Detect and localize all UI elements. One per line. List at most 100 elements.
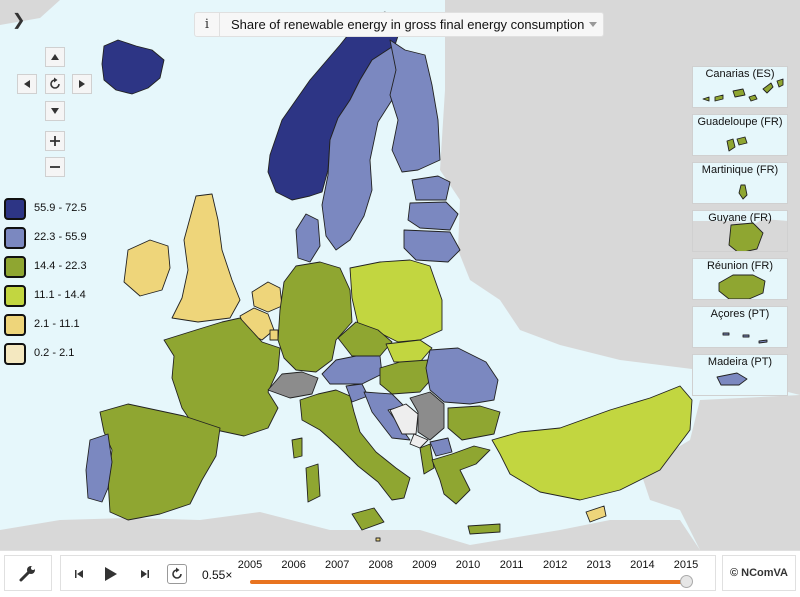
region-malta[interactable]	[375, 537, 381, 542]
pan-down-button[interactable]	[45, 101, 65, 121]
inset-guadeloupe[interactable]: Guadeloupe (FR)	[692, 114, 788, 156]
region-germany[interactable]	[277, 261, 353, 373]
legend-swatch[interactable]	[4, 314, 26, 336]
inset-martinique[interactable]: Martinique (FR)	[692, 162, 788, 204]
region-denmark[interactable]	[295, 213, 321, 263]
year-label[interactable]: 2009	[412, 559, 437, 571]
middle-east-region	[640, 395, 800, 550]
reset-icon	[50, 77, 60, 89]
pan-up-button[interactable]	[45, 47, 65, 67]
region-hungary[interactable]	[379, 359, 437, 395]
legend-item[interactable]: 0.2 - 2.1	[4, 343, 124, 367]
region-united-kingdom[interactable]	[171, 193, 241, 323]
legend-item[interactable]: 22.3 - 55.9	[4, 227, 124, 251]
region-slovakia[interactable]	[385, 339, 433, 363]
year-label[interactable]: 2007	[324, 559, 350, 571]
inset-canarias[interactable]: Canarias (ES)	[692, 66, 788, 108]
year-label[interactable]: 2005	[237, 559, 263, 571]
region-north-macedonia[interactable]	[429, 437, 453, 457]
region-france[interactable]	[163, 317, 281, 437]
inset-madeira[interactable]: Madeira (PT)	[692, 354, 788, 396]
region-albania[interactable]	[419, 443, 435, 475]
region-crete[interactable]	[467, 523, 501, 535]
year-label[interactable]: 2013	[586, 559, 612, 571]
region-serbia[interactable]	[409, 391, 445, 441]
year-label[interactable]: 2015	[673, 559, 699, 571]
region-ireland[interactable]	[123, 239, 171, 297]
indicator-selector[interactable]: i Share of renewable energy in gross fin…	[194, 12, 604, 37]
region-switzerland[interactable]	[267, 371, 319, 399]
inset-acores[interactable]: Açores (PT)	[692, 306, 788, 348]
region-sicily[interactable]	[351, 507, 385, 531]
region-romania[interactable]	[425, 347, 499, 405]
legend-swatch[interactable]	[4, 227, 26, 249]
zoom-in-button[interactable]	[45, 131, 65, 151]
legend-swatch[interactable]	[4, 285, 26, 307]
year-label[interactable]: 2011	[499, 559, 524, 571]
region-greece[interactable]	[431, 445, 491, 505]
timeline-handle[interactable]	[680, 575, 693, 588]
step-forward-icon	[141, 570, 149, 578]
zoom-out-button[interactable]	[45, 157, 65, 177]
region-poland[interactable]	[349, 259, 443, 343]
year-label[interactable]: 2014	[630, 559, 655, 571]
minus-icon	[50, 166, 60, 168]
region-italy[interactable]	[299, 389, 411, 501]
dropdown-arrow-icon[interactable]	[589, 22, 597, 27]
region-finland[interactable]	[389, 39, 441, 173]
region-latvia[interactable]	[407, 201, 459, 231]
legend-item[interactable]: 14.4 - 22.3	[4, 256, 124, 280]
speed-label[interactable]: 0.55×	[202, 568, 233, 582]
legend-item[interactable]: 2.1 - 11.1	[4, 314, 124, 338]
tools-button[interactable]	[4, 555, 52, 591]
year-label[interactable]: 2012	[542, 559, 568, 571]
region-czechia[interactable]	[337, 321, 393, 357]
step-forward-button[interactable]	[135, 564, 155, 584]
region-bulgaria[interactable]	[447, 405, 501, 441]
region-cyprus[interactable]	[585, 505, 607, 523]
legend-item[interactable]: 55.9 - 72.5	[4, 198, 124, 222]
triangle-right-icon	[79, 80, 85, 88]
info-icon[interactable]: i	[195, 13, 220, 36]
reset-view-button[interactable]	[45, 74, 65, 94]
step-back-button[interactable]	[69, 564, 89, 584]
inset-guyane[interactable]: Guyane (FR)	[692, 210, 788, 252]
indicator-title[interactable]: Share of renewable energy in gross final…	[231, 17, 585, 32]
legend-swatch[interactable]	[4, 256, 26, 278]
region-iceland[interactable]	[101, 39, 165, 95]
timeline-track[interactable]	[250, 580, 686, 584]
collapse-panel-icon[interactable]: ❯	[12, 12, 26, 29]
pan-right-button[interactable]	[72, 74, 92, 94]
play-icon	[105, 567, 117, 581]
year-label[interactable]: 2010	[455, 559, 481, 571]
year-label[interactable]: 2008	[368, 559, 394, 571]
region-portugal[interactable]	[85, 433, 113, 503]
region-bosnia[interactable]	[389, 403, 419, 435]
inset-label: Canarias (ES)	[705, 68, 775, 80]
inset-label: Guadeloupe (FR)	[697, 116, 783, 128]
greenland-region	[0, 0, 60, 25]
region-lithuania[interactable]	[403, 229, 461, 263]
region-sweden[interactable]	[321, 44, 401, 251]
inset-canarias-map	[702, 78, 784, 102]
region-sardinia[interactable]	[305, 463, 321, 503]
legend-label: 14.4 - 22.3	[34, 260, 87, 272]
region-luxembourg[interactable]	[269, 329, 279, 341]
region-turkey[interactable]	[491, 385, 693, 501]
triangle-up-icon	[51, 54, 59, 60]
year-label[interactable]: 2006	[281, 559, 306, 571]
inset-reunion-map	[718, 274, 766, 299]
region-estonia[interactable]	[411, 175, 451, 201]
region-corsica[interactable]	[291, 437, 303, 459]
legend-swatch[interactable]	[4, 343, 26, 365]
legend-label: 22.3 - 55.9	[34, 231, 87, 243]
legend-swatch[interactable]	[4, 198, 26, 220]
region-austria[interactable]	[321, 355, 383, 385]
legend-item[interactable]: 11.1 - 14.4	[4, 285, 124, 309]
step-back-icon	[75, 570, 83, 578]
inset-reunion[interactable]: Réunion (FR)	[692, 258, 788, 300]
inset-guadeloupe-map	[726, 136, 748, 152]
pan-left-button[interactable]	[17, 74, 37, 94]
play-button[interactable]	[101, 564, 121, 584]
loop-button[interactable]	[167, 564, 187, 584]
